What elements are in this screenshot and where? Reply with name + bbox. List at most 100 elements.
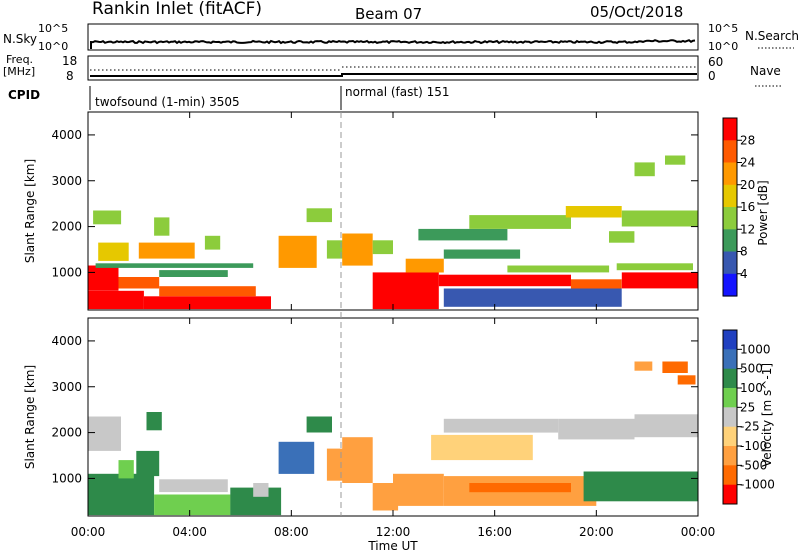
colorbar-tick-label: 1000	[740, 342, 771, 356]
colorbar-tick-label: 20	[740, 178, 755, 192]
echo-cell	[565, 206, 622, 218]
echo-cell	[146, 412, 162, 431]
nave-tick-top: 60	[708, 55, 723, 69]
echo-cell	[253, 483, 269, 497]
velocity-heatmap	[88, 361, 698, 516]
echo-cell	[662, 361, 688, 373]
x-tick-label: 00:00	[681, 525, 716, 539]
y-tick-label: 2000	[51, 220, 82, 234]
echo-cell	[136, 450, 160, 477]
velocity-colorbar-label: Velocity [m s^-1]	[760, 363, 774, 467]
echo-cell	[88, 473, 155, 516]
echo-cell	[118, 277, 160, 289]
freq-tick-top: 18	[62, 54, 77, 68]
echo-cell	[616, 263, 693, 271]
echo-cell	[118, 460, 134, 479]
colorbar-swatch	[723, 184, 737, 208]
x-axis-label: Time UT	[367, 539, 418, 553]
echo-cell	[278, 235, 317, 268]
freq-trace	[90, 73, 697, 77]
colorbar-swatch	[723, 484, 737, 505]
colorbar-swatch	[723, 229, 737, 253]
colorbar-tick-label: -100	[740, 439, 767, 453]
time-axis: 00:00 04:00 08:00 12:00 16:00 20:00 00:00	[71, 112, 716, 539]
colorbar-tick-label: 12	[740, 222, 755, 236]
echo-cell	[326, 240, 348, 259]
colorbar-swatch	[723, 162, 737, 186]
colorbar-swatch	[723, 118, 737, 141]
echo-cell	[372, 272, 439, 310]
echo-cell	[159, 286, 256, 297]
echo-cell	[665, 155, 686, 165]
echo-cell	[583, 471, 698, 502]
colorbar-swatch	[723, 426, 737, 447]
power-colorbar-label: Power [dB]	[756, 180, 770, 245]
y-tick-label: 1000	[51, 471, 82, 485]
colorbar-swatch	[723, 349, 737, 370]
echo-cell	[138, 242, 195, 259]
echo-cell	[95, 263, 254, 268]
x-tick-label: 16:00	[477, 525, 512, 539]
echo-cell	[154, 494, 231, 516]
colorbar-tick-label: 28	[740, 133, 755, 147]
echo-cell	[443, 288, 622, 307]
x-tick-label: 08:00	[274, 525, 309, 539]
echo-cell	[393, 473, 444, 506]
y-tick-label: 2000	[51, 426, 82, 440]
colorbar-swatch	[723, 273, 737, 297]
echo-cell	[634, 414, 698, 438]
colorbar-swatch	[723, 330, 737, 350]
echo-cell	[621, 272, 699, 289]
echo-cell	[342, 233, 373, 266]
freq-unit: [MHz]	[3, 65, 35, 78]
freq-label: Freq.	[6, 53, 33, 66]
freq-tick-bottom: 8	[66, 69, 74, 83]
colorbar-tick-label: 500	[740, 362, 763, 376]
colorbar-swatch	[723, 207, 737, 230]
colorbar-tick-label: -1000	[740, 478, 775, 492]
echo-cell	[88, 265, 119, 291]
echo-cell	[306, 416, 332, 433]
power-ylabel: Slant Range [km]	[23, 159, 37, 263]
colorbar-frame	[722, 329, 738, 505]
cpid-label: CPID	[8, 88, 40, 102]
echo-cell	[88, 290, 144, 310]
echo-cell	[143, 296, 271, 310]
freq-panel	[87, 55, 699, 81]
nsky-trace	[90, 39, 696, 49]
colorbar-tick-label: 25	[740, 400, 755, 414]
beam-title: Beam 07	[355, 5, 422, 23]
nave-tick-bottom: 0	[708, 69, 716, 83]
y-tick-label: 3000	[51, 174, 82, 188]
x-tick-label: 12:00	[376, 525, 411, 539]
velocity-colorbar: 1000 500 100 25 -25 -100 -500 -1000	[722, 329, 775, 505]
nsky-tick-bottom: 10^0	[38, 40, 68, 53]
velocity-y-ticks: 1000 2000 3000 4000	[51, 334, 698, 485]
echo-cell	[418, 228, 508, 241]
nave-label: Nave	[750, 64, 781, 78]
echo-cell	[558, 418, 635, 440]
power-heatmap	[88, 155, 699, 310]
colorbar-swatch	[723, 251, 737, 275]
colorbar-swatch	[723, 465, 737, 486]
echo-cell	[469, 483, 571, 493]
nsearch-label: N.Search	[745, 29, 799, 43]
colorbar-swatch	[723, 388, 737, 408]
colorbar-tick-label: -500	[740, 458, 767, 472]
date-title: 05/Oct/2018	[590, 3, 683, 21]
colorbar-tick-label: 24	[740, 156, 755, 170]
echo-cell	[634, 162, 655, 177]
echo-cell	[405, 258, 444, 273]
echo-cell	[431, 434, 533, 461]
colorbar-swatch	[723, 140, 737, 164]
echo-cell	[98, 242, 129, 261]
echo-cell	[570, 279, 622, 289]
x-tick-label: 20:00	[579, 525, 614, 539]
cpid-segment-1: twofsound (1-min) 3505	[95, 95, 240, 109]
echo-cell	[677, 375, 696, 385]
colorbar-swatch	[723, 446, 737, 466]
echo-cell	[204, 235, 221, 250]
x-tick-label: 00:00	[71, 525, 106, 539]
colorbar-tick-label: -25	[740, 420, 760, 434]
echo-cell	[443, 249, 521, 259]
